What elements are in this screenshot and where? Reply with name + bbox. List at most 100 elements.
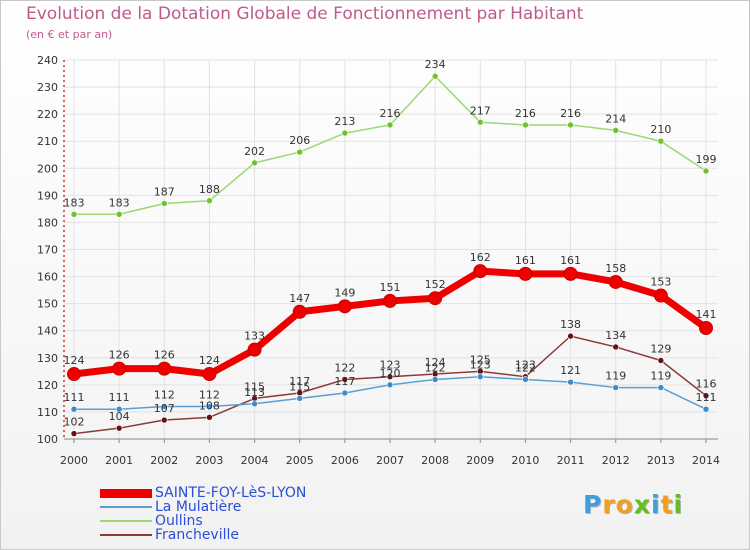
data-label: 149 (334, 286, 355, 299)
data-point (341, 389, 349, 397)
data-label: 104 (109, 410, 130, 423)
x-tick-label: 2014 (692, 454, 720, 467)
data-label: 123 (470, 359, 491, 372)
data-point (160, 200, 168, 207)
data-label: 115 (289, 380, 310, 393)
data-point (473, 264, 488, 279)
data-label: 113 (244, 386, 265, 399)
data-point (518, 266, 533, 281)
data-point (567, 378, 574, 386)
data-point (251, 400, 258, 408)
data-point (115, 405, 123, 413)
chart-title: Evolution de la Dotation Globale de Fonc… (26, 4, 584, 24)
data-point (296, 395, 304, 402)
data-label: 161 (515, 254, 536, 267)
y-tick-label: 170 (37, 244, 58, 257)
data-point (386, 381, 394, 389)
y-tick-label: 130 (37, 352, 58, 365)
data-label: 133 (244, 330, 265, 343)
data-label: 115 (244, 380, 265, 393)
x-tick-label: 2010 (511, 454, 539, 467)
legend-swatch (100, 506, 152, 508)
data-point (567, 332, 574, 340)
data-label: 162 (470, 251, 491, 264)
x-tick-label: 2000 (60, 454, 88, 467)
legend-label: Francheville (155, 527, 239, 543)
data-point (653, 288, 668, 303)
x-tick-label: 2003 (195, 454, 223, 467)
x-tick-label: 2007 (376, 454, 404, 467)
data-point (206, 403, 213, 410)
y-tick-label: 240 (37, 54, 58, 67)
data-point (67, 367, 81, 382)
y-tick-label: 200 (37, 162, 58, 175)
data-label: 213 (334, 115, 355, 128)
data-label: 116 (696, 378, 717, 391)
data-label: 199 (696, 153, 717, 166)
data-label: 216 (515, 107, 536, 120)
x-tick-label: 2011 (557, 454, 585, 467)
data-label: 214 (605, 112, 626, 125)
data-point (296, 148, 304, 156)
x-tick-label: 2006 (331, 454, 359, 467)
data-point (702, 405, 710, 413)
legend-label: SAINTE-FOY-LèS-LYON (155, 485, 307, 501)
data-label: 187 (154, 185, 175, 198)
legend-item: Francheville (100, 527, 420, 543)
data-label: 134 (605, 329, 626, 342)
series-points (67, 72, 713, 437)
legend-label: La Mulatière (155, 499, 242, 515)
data-label: 122 (334, 361, 355, 374)
data-point (337, 299, 352, 314)
data-point (702, 392, 710, 399)
data-label: 108 (199, 399, 220, 412)
data-label: 234 (425, 58, 446, 71)
data-point (657, 357, 665, 364)
data-label: 124 (199, 354, 220, 367)
data-point (612, 343, 620, 351)
x-tick-label: 2002 (150, 454, 178, 467)
proxiti-logo: Proxiti (583, 490, 683, 519)
logo-letter: x (633, 490, 651, 519)
legend-swatch (100, 488, 152, 498)
data-label: 183 (64, 196, 85, 209)
logo-letter: i (673, 490, 684, 519)
data-label: 122 (515, 361, 536, 374)
data-point (657, 137, 665, 145)
data-point (567, 121, 574, 129)
data-point (431, 72, 439, 80)
logo-letter: t (660, 490, 674, 519)
legend: SAINTE-FOY-LèS-LYON La Mulatière Oullins Fr… (100, 485, 420, 543)
data-label: 210 (650, 123, 671, 136)
data-label: 119 (650, 370, 671, 383)
logo-letter: r (602, 490, 616, 519)
data-label: 158 (605, 262, 626, 275)
logo-letter: i (651, 490, 661, 519)
data-label: 111 (64, 391, 85, 404)
logo-letter: P (583, 490, 603, 519)
data-label: 206 (289, 134, 310, 147)
data-point (70, 405, 78, 413)
data-point (157, 361, 172, 376)
data-label: 153 (650, 276, 671, 289)
data-point (292, 304, 307, 319)
data-label: 112 (199, 389, 220, 402)
chart-subtitle: (en € et par an) (26, 28, 113, 41)
y-tick-label: 180 (37, 216, 58, 229)
data-label: 183 (109, 196, 130, 209)
data-label: 152 (425, 278, 446, 291)
data-label: 107 (154, 402, 175, 415)
data-label: 102 (64, 416, 85, 429)
data-label: 126 (154, 349, 175, 362)
data-point (563, 266, 578, 281)
y-tick-label: 120 (37, 379, 58, 392)
data-point (383, 293, 397, 308)
x-tick-label: 2005 (286, 454, 314, 467)
data-label: 125 (470, 353, 491, 366)
legend-label: Oullins (155, 513, 203, 529)
data-label: 111 (696, 391, 717, 404)
x-tick-label: 2009 (466, 454, 494, 467)
logo-letter: o (615, 490, 634, 519)
